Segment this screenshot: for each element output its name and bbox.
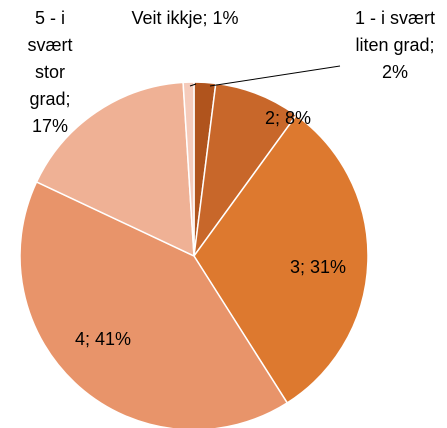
data-label: 5 - i svært stor grad; 17% (27, 8, 73, 136)
data-label: 1 - i svært liten grad; 2% (354, 8, 435, 82)
data-label: Veit ikkje; 1% (131, 8, 239, 28)
pie-slice (35, 81, 195, 258)
leader-line (189, 83, 197, 87)
data-label: 4; 41% (74, 329, 132, 349)
leader-line (209, 65, 341, 87)
data-label: 2; 8% (264, 108, 312, 128)
pie-slice (193, 114, 369, 404)
pie-slice (182, 81, 195, 257)
data-label: 3; 31% (289, 257, 347, 277)
pie-slice (19, 180, 289, 428)
